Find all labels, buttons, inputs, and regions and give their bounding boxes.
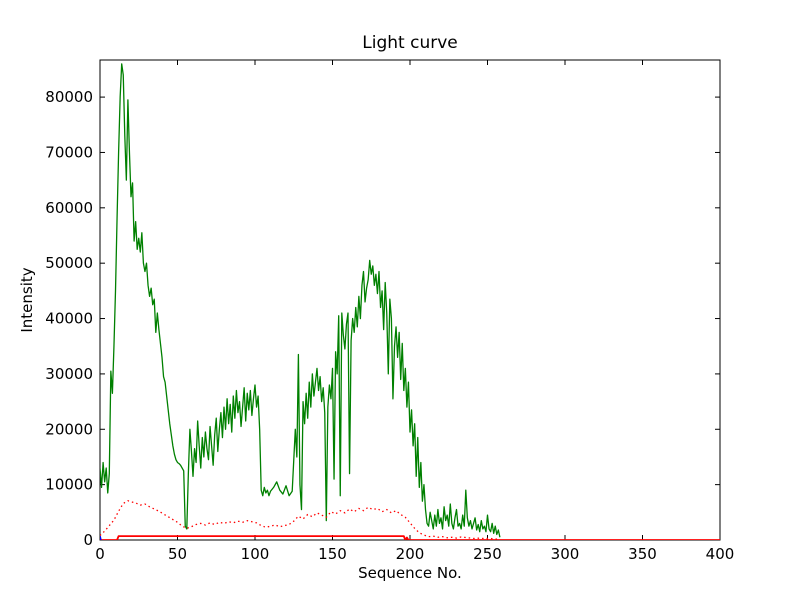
y-tick-label: 30000 (45, 365, 93, 383)
y-tick-label: 20000 (45, 420, 93, 438)
x-tick-label: 250 (473, 545, 502, 563)
x-tick-label: 50 (168, 545, 187, 563)
chart-title: Light curve (362, 33, 458, 53)
x-tick-label: 0 (95, 545, 105, 563)
y-tick-label: 0 (83, 531, 93, 549)
x-tick-label: 150 (318, 545, 347, 563)
y-tick-label: 80000 (45, 88, 93, 106)
y-tick-label: 60000 (45, 199, 93, 217)
red-baseline-line (100, 535, 720, 540)
y-axis-label: Intensity (18, 267, 36, 333)
x-tick-label: 100 (241, 545, 270, 563)
y-tick-label: 50000 (45, 254, 93, 272)
x-axis-label: Sequence No. (358, 564, 462, 582)
y-tick-label: 70000 (45, 143, 93, 161)
green-intensity-curve-line (100, 63, 501, 538)
x-tick-label: 400 (706, 545, 735, 563)
y-tick-label: 40000 (45, 310, 93, 328)
blue-origin-mark-line (100, 535, 102, 540)
x-tick-label: 350 (628, 545, 657, 563)
x-tick-label: 300 (551, 545, 580, 563)
red-dotted-curve-line (100, 500, 499, 540)
y-tick-label: 10000 (45, 476, 93, 494)
x-tick-label: 200 (396, 545, 425, 563)
